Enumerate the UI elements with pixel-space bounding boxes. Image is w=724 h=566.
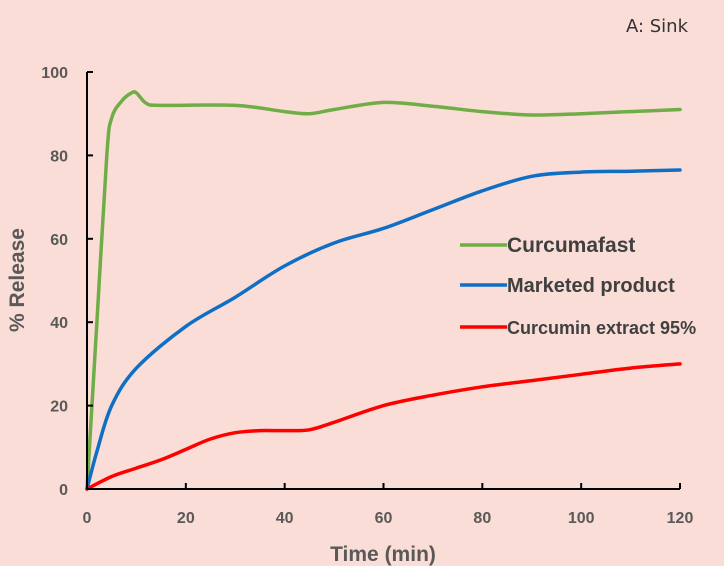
series-line-curcumafast [85, 89, 682, 491]
legend-label-marketed-product: Marketed product [507, 275, 675, 297]
x-tick-label: 60 [375, 510, 393, 527]
y-tick-label: 0 [59, 482, 68, 499]
y-axis-title: % Release [6, 228, 29, 332]
y-tick-label: 80 [50, 148, 68, 165]
x-ticks: 0 20 40 60 80 100 120 [83, 483, 694, 527]
y-tick-label: 60 [50, 232, 68, 249]
x-tick-label: 20 [177, 510, 195, 527]
y-tick-label: 40 [50, 315, 68, 332]
legend-label-curcumin-extract: Curcumin extract 95% [507, 318, 696, 338]
x-axis-title: Time (min) [330, 543, 436, 566]
legend: Curcumafast Marketed product Curcumin extr… [460, 234, 696, 338]
y-tick-label: 20 [50, 399, 68, 416]
plot-lines [85, 89, 682, 491]
series-line-marketed-product [85, 168, 682, 491]
legend-label-curcumafast: Curcumafast [507, 234, 635, 257]
y-tick-label: 100 [41, 65, 68, 82]
x-tick-label: 80 [473, 510, 491, 527]
x-tick-label: 120 [667, 510, 694, 527]
series-line-curcumin-extract [85, 362, 682, 491]
x-tick-label: 40 [276, 510, 294, 527]
y-ticks: 0 20 40 60 80 100 [41, 65, 93, 499]
x-tick-label: 100 [568, 510, 595, 527]
panel-label: A: Sink [626, 16, 689, 37]
x-tick-label: 0 [83, 510, 92, 527]
